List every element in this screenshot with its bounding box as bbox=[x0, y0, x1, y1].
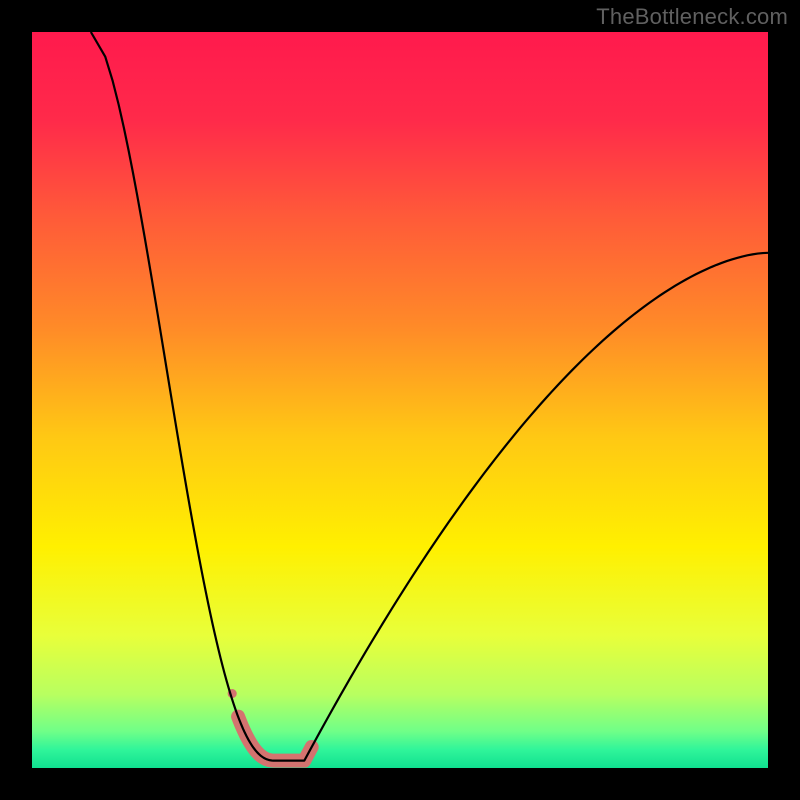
chart-stage: TheBottleneck.com bbox=[0, 0, 800, 800]
plot-background bbox=[32, 32, 768, 768]
watermark-text: TheBottleneck.com bbox=[596, 4, 788, 30]
chart-svg bbox=[0, 0, 800, 800]
